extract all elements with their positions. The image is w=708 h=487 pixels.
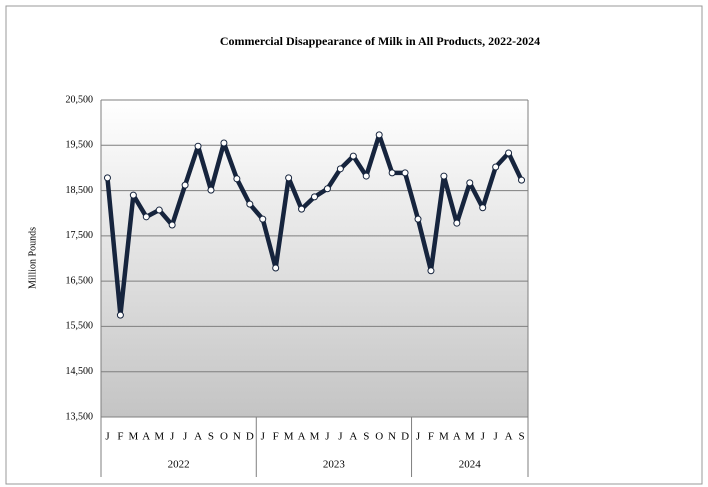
y-axis-label: Million Pounds xyxy=(27,227,38,289)
y-tick-label: 13,500 xyxy=(66,411,94,422)
x-tick-label: J xyxy=(481,431,486,443)
point xyxy=(375,131,383,139)
x-tick-label: D xyxy=(401,431,409,443)
y-tick-label: 15,500 xyxy=(66,321,94,332)
x-tick-label: O xyxy=(375,431,383,443)
point xyxy=(401,169,409,177)
x-tick-label: J xyxy=(170,431,175,443)
point xyxy=(233,175,241,183)
x-tick-label: N xyxy=(388,431,396,443)
point xyxy=(194,142,202,150)
point xyxy=(440,172,448,180)
point xyxy=(207,186,215,194)
y-tick-label: 20,500 xyxy=(66,94,94,105)
x-tick-label: A xyxy=(194,431,202,443)
x-tick-label: M xyxy=(310,431,320,443)
x-group-label: 2023 xyxy=(323,459,346,471)
x-tick-label: J xyxy=(325,431,330,443)
point xyxy=(336,165,344,173)
point xyxy=(349,152,357,160)
point xyxy=(129,191,137,199)
x-tick-label: J xyxy=(494,431,499,443)
y-tick-label: 17,500 xyxy=(66,230,94,241)
point xyxy=(298,205,306,213)
x-tick-label: A xyxy=(453,431,461,443)
point xyxy=(246,200,254,208)
x-tick-label: M xyxy=(154,431,164,443)
x-tick-label: J xyxy=(338,431,343,443)
x-tick-label: S xyxy=(518,431,524,443)
point xyxy=(168,221,176,229)
x-tick-label: A xyxy=(298,431,306,443)
point xyxy=(388,169,396,177)
point xyxy=(116,311,124,319)
x-tick-label: S xyxy=(208,431,214,443)
x-tick-label: A xyxy=(142,431,150,443)
chart-title: Commercial Disappearance of Milk in All … xyxy=(220,34,540,48)
point xyxy=(505,149,513,157)
point xyxy=(466,179,474,187)
x-tick-label: F xyxy=(273,431,279,443)
y-tick-label: 16,500 xyxy=(66,275,94,286)
x-tick-label: F xyxy=(428,431,434,443)
point xyxy=(414,215,422,223)
x-tick-label: D xyxy=(246,431,254,443)
point xyxy=(220,139,228,147)
point xyxy=(311,193,318,201)
point xyxy=(285,174,293,182)
point xyxy=(453,219,461,227)
point xyxy=(323,185,331,193)
x-tick-label: J xyxy=(261,431,266,443)
x-tick-label: M xyxy=(284,431,294,443)
plot-area xyxy=(101,100,528,417)
x-tick-label: A xyxy=(505,431,513,443)
point xyxy=(479,204,487,212)
y-tick-label: 19,500 xyxy=(66,140,94,151)
point xyxy=(259,215,267,223)
x-tick-label: N xyxy=(233,431,241,443)
x-tick-label: F xyxy=(117,431,123,443)
point xyxy=(181,181,189,189)
x-tick-label: J xyxy=(183,431,188,443)
x-tick-label: M xyxy=(128,431,138,443)
frame xyxy=(5,5,703,485)
point xyxy=(272,264,280,272)
x-tick-label: A xyxy=(349,431,357,443)
x-tick-label: J xyxy=(105,431,110,443)
x-group-label: 2024 xyxy=(459,459,482,471)
x-tick-label: J xyxy=(416,431,421,443)
point xyxy=(103,174,111,182)
point xyxy=(362,172,370,180)
x-tick-label: M xyxy=(465,431,475,443)
y-tick-label: 18,500 xyxy=(66,185,94,196)
point xyxy=(492,163,500,171)
y-tick-label: 14,500 xyxy=(66,366,94,377)
x-tick-label: O xyxy=(220,431,228,443)
x-tick-label: M xyxy=(439,431,449,443)
point xyxy=(427,267,435,275)
point xyxy=(142,213,150,221)
point xyxy=(155,206,163,214)
x-group-label: 2022 xyxy=(168,459,190,471)
point xyxy=(518,176,526,184)
x-tick-label: S xyxy=(363,431,369,443)
